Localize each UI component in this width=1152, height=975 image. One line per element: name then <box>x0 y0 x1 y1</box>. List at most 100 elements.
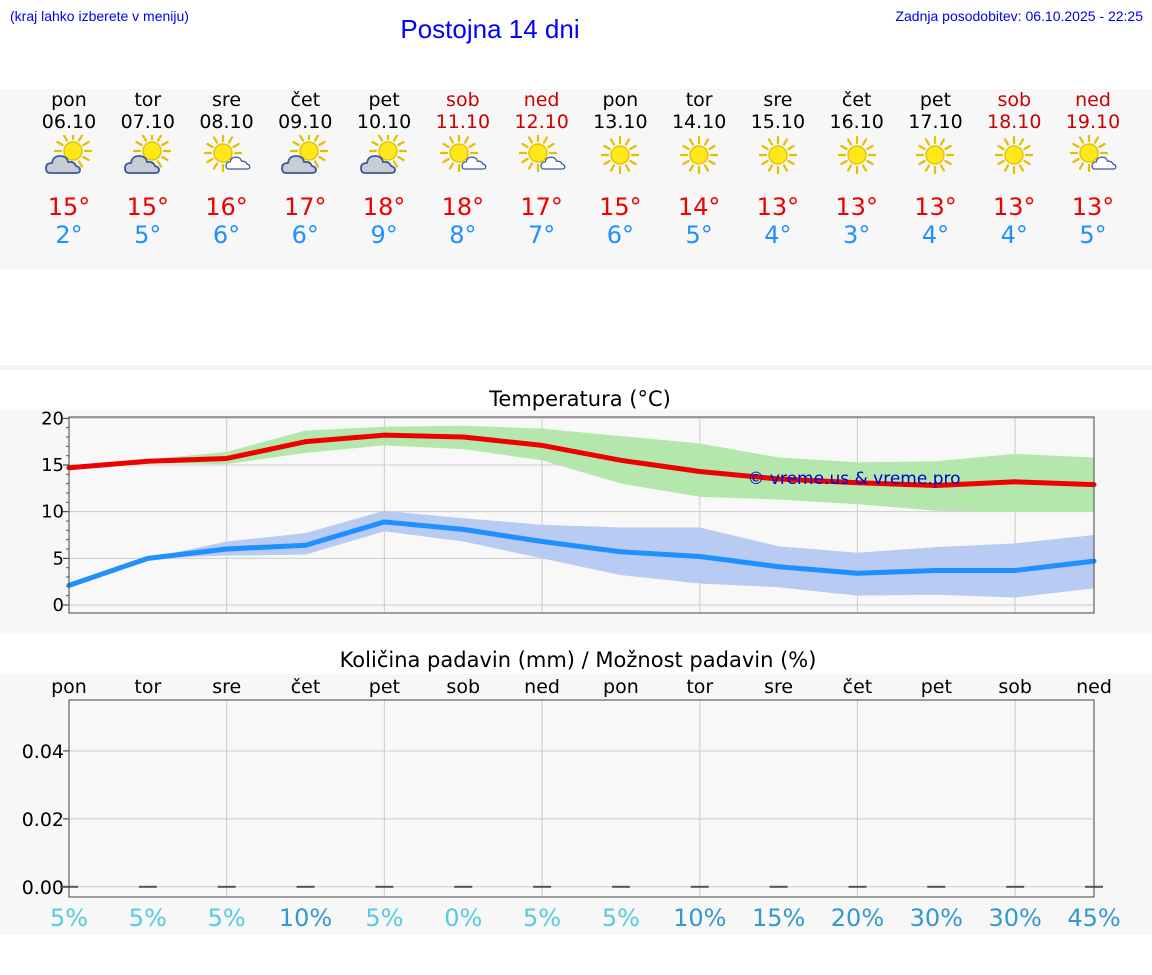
min-temperature: 5° <box>134 221 162 249</box>
last-updated: Zadnja posodobitev: 06.10.2025 - 22:25 <box>895 8 1143 24</box>
max-range-band <box>69 425 1094 512</box>
daily-forecast-panel <box>0 89 1152 269</box>
sun-icon <box>758 135 798 175</box>
x-tick-label: sob <box>998 676 1032 698</box>
precipitation-chance: 5% <box>523 904 561 932</box>
day-column: tor 14.10 14° 5° <box>659 89 739 249</box>
precipitation-bar <box>690 885 709 888</box>
day-name: tor <box>685 89 713 111</box>
precipitation-bar <box>848 885 867 888</box>
min-temperature: 6° <box>291 221 319 249</box>
day-name: ned <box>523 89 560 111</box>
partly-cloudy-icon <box>123 135 171 174</box>
max-temperature-line <box>66 432 1097 489</box>
day-date: 06.10 <box>41 111 97 133</box>
day-column: čet 09.10 17° 6° <box>265 89 345 249</box>
plot-area <box>69 700 1094 897</box>
max-temperature: 14° <box>677 193 721 221</box>
day-column: sob 18.10 13° 4° <box>974 89 1054 249</box>
x-tick-label: pet <box>369 676 400 698</box>
precipitation-chance: 30% <box>988 904 1041 932</box>
precipitation-chance: 5% <box>50 904 88 932</box>
min-temperature: 5° <box>1079 221 1107 249</box>
min-temperature: 4° <box>921 221 950 249</box>
precipitation-chance: 15% <box>752 904 805 932</box>
partly-cloudy-icon <box>45 135 93 174</box>
x-tick-label: čet <box>291 676 321 698</box>
precipitation-chance: 10% <box>673 904 726 932</box>
day-name: pon <box>51 89 87 111</box>
day-column: sob 11.10 18° 8° <box>423 89 503 249</box>
day-date: 09.10 <box>278 111 333 133</box>
day-name: pon <box>602 89 639 111</box>
max-temperature: 18° <box>362 193 406 221</box>
day-name: pet <box>919 89 952 111</box>
day-date: 11.10 <box>435 111 491 133</box>
precipitation-bar <box>454 885 473 888</box>
day-name: sre <box>212 89 242 111</box>
day-column: ned 19.10 13° 5° <box>1053 89 1133 249</box>
day-date: 19.10 <box>1065 111 1121 133</box>
precipitation-chance: 5% <box>602 904 640 932</box>
min-temperature: 8° <box>449 221 477 249</box>
day-date: 12.10 <box>514 111 569 133</box>
max-temperature: 13° <box>1071 193 1115 221</box>
day-date: 15.10 <box>750 111 806 133</box>
precipitation-bar <box>296 885 315 888</box>
precipitation-bar <box>375 885 394 888</box>
watermark: © vreme.us & vreme.pro <box>747 469 960 489</box>
precipitation-chance: 45% <box>1067 904 1120 932</box>
day-date: 17.10 <box>908 111 963 133</box>
min-temperature: 4° <box>764 221 792 249</box>
day-name: pet <box>368 89 400 111</box>
day-column: sre 15.10 13° 4° <box>738 89 818 249</box>
location-hint: (kraj lahko izberete v meniju) <box>10 8 189 24</box>
y-tick-label: 10 <box>41 502 64 523</box>
max-temperature: 15° <box>599 193 642 221</box>
day-name: sob <box>446 89 480 111</box>
max-temperature: 17° <box>520 193 563 221</box>
sun-small-cloud-icon <box>1069 135 1117 173</box>
min-temperature: 4° <box>1000 221 1028 249</box>
precipitation-chance: 5% <box>208 904 246 932</box>
y-tick-label: 20 <box>41 408 64 429</box>
precipitation-bar <box>217 885 236 888</box>
day-name: čet <box>290 89 321 111</box>
x-tick-label: ned <box>1076 676 1112 698</box>
precipitation-bar <box>533 885 552 888</box>
max-temperature: 13° <box>756 193 800 221</box>
plot-frame <box>68 416 1095 614</box>
partly-cloudy-icon <box>281 135 329 174</box>
sun-icon <box>680 135 719 175</box>
max-temperature: 15° <box>47 193 91 221</box>
x-tick-label: tor <box>686 676 713 698</box>
day-name: sob <box>997 89 1032 111</box>
day-name: ned <box>1075 89 1111 111</box>
min-temperature: 5° <box>685 221 713 249</box>
plot-frame <box>68 699 1095 898</box>
precipitation-chance: 30% <box>910 904 963 932</box>
day-date: 14.10 <box>671 111 727 133</box>
day-column: pon 13.10 15° 6° <box>580 89 660 249</box>
min-range-band <box>69 510 1094 598</box>
max-temperature: 17° <box>284 193 327 221</box>
x-tick-label: pet <box>921 676 952 698</box>
min-temperature: 9° <box>370 221 398 249</box>
x-tick-label: pon <box>603 676 639 698</box>
day-date: 08.10 <box>199 111 254 133</box>
x-tick-label: sre <box>212 676 241 698</box>
precipitation-bar <box>1006 885 1025 888</box>
day-name: čet <box>841 89 872 111</box>
x-tick-label: sre <box>764 676 793 698</box>
min-temperature: 2° <box>55 221 83 249</box>
sun-icon <box>995 135 1034 175</box>
day-date: 10.10 <box>356 111 412 133</box>
precipitation-chance: 5% <box>365 904 403 932</box>
day-column: tor 07.10 15° 5° <box>108 89 188 249</box>
temperature-chart-title: Temperatura (°C) <box>489 387 671 411</box>
day-column: čet 16.10 13° 3° <box>817 89 897 249</box>
day-date: 07.10 <box>120 111 175 133</box>
day-column: pet 17.10 13° 4° <box>895 89 975 249</box>
precipitation-bar <box>927 885 946 888</box>
day-column: pon 06.10 15° 2° <box>29 89 109 249</box>
